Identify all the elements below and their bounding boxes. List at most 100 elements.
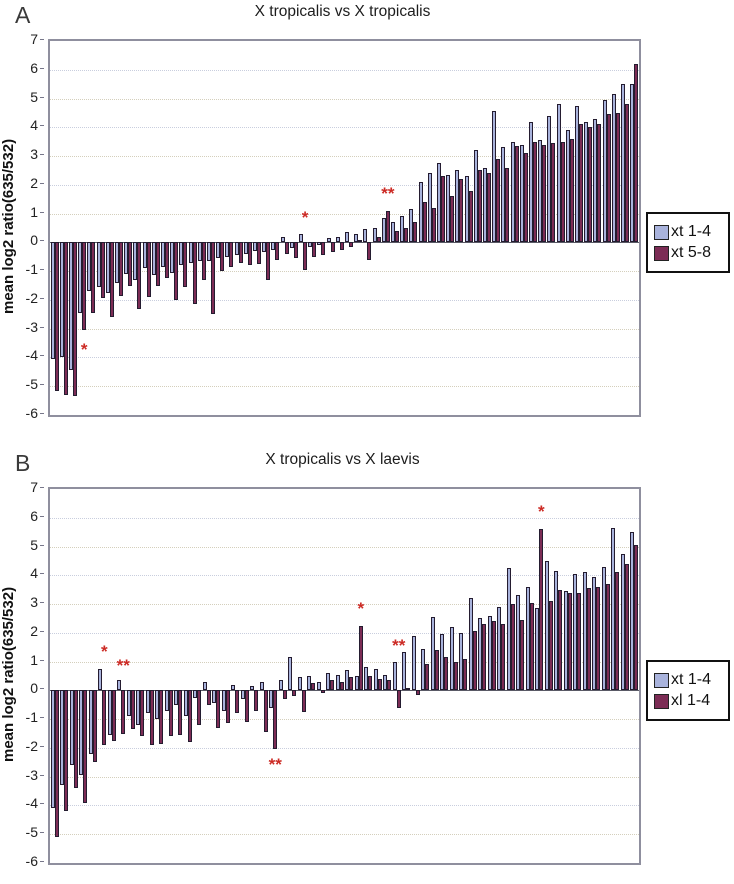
bar-xl-1-4	[178, 690, 182, 735]
bar-xt-1-4	[188, 242, 193, 263]
bar-pair	[565, 41, 574, 415]
bar-xt-5-8	[174, 242, 179, 300]
bar-xl-1-4	[491, 621, 496, 691]
bar-pair	[250, 489, 260, 863]
bar-pair	[262, 41, 271, 415]
bar-xt-1-4	[611, 94, 616, 243]
legend-swatch-icon	[654, 693, 669, 709]
bar-xt-1-4	[381, 217, 386, 243]
bar-pair	[68, 41, 77, 415]
bar-xl-1-4	[377, 678, 382, 691]
bar-xl-1-4	[567, 592, 572, 691]
bar-xt-1-4	[297, 677, 302, 691]
y-tick-mark	[40, 861, 44, 862]
bar-pair	[529, 41, 538, 415]
bar-xt-1-4	[170, 242, 175, 273]
bar-xl-1-4	[368, 676, 372, 691]
bar-xt-1-4	[124, 242, 129, 275]
bar-xt-1-4	[538, 140, 543, 243]
bar-pair	[240, 489, 250, 863]
gridline	[50, 98, 639, 100]
y-tick-label: -4	[25, 347, 38, 364]
bar-xt-5-8	[422, 202, 427, 243]
bar-xt-5-8	[385, 210, 390, 243]
bar-xt-1-4	[269, 690, 273, 708]
bar-xt-1-4	[50, 242, 55, 359]
bar-xt-5-8	[118, 242, 123, 296]
bar-pair	[151, 41, 160, 415]
y-tick-mark	[40, 487, 44, 488]
bar-xt-1-4	[259, 681, 264, 691]
bar-xt-1-4	[88, 690, 93, 754]
bar-xt-5-8	[551, 143, 556, 243]
bar-xt-1-4	[592, 576, 596, 691]
y-tick-mark	[40, 659, 44, 661]
y-tick-mark	[40, 774, 44, 776]
bar-xt-1-4	[427, 173, 432, 243]
bar-xt-1-4	[575, 105, 580, 243]
bar-pair	[289, 41, 298, 415]
y-tick-mark	[40, 515, 44, 517]
bar-xt-5-8	[229, 242, 234, 267]
bar-xt-1-4	[373, 668, 378, 691]
bar-xl-1-4	[539, 529, 543, 691]
bar-xl-1-4	[130, 690, 135, 730]
bar-xl-1-4	[149, 690, 154, 746]
panel-b: B X tropicalis vs X laevis mean log2 rat…	[0, 448, 734, 884]
y-tick-label: 1	[30, 203, 38, 220]
gridline	[50, 805, 639, 807]
bar-xt-1-4	[409, 209, 414, 243]
y-tick-label: -1	[25, 709, 38, 726]
y-tick-mark	[40, 384, 44, 386]
bar-pair	[231, 489, 241, 863]
y-tick-label: 3	[30, 146, 38, 163]
bar-pair	[535, 489, 545, 863]
bar-xt-5-8	[266, 242, 271, 280]
bar-pair	[418, 41, 427, 415]
bar-xt-1-4	[298, 233, 303, 243]
bar-pair	[402, 489, 412, 863]
bar-pair	[381, 41, 390, 415]
bar-xt-5-8	[164, 242, 169, 279]
chart-title: X tropicalis vs X laevis	[265, 451, 420, 468]
bar-pair	[468, 489, 478, 863]
y-tick-label: -6	[25, 405, 38, 421]
bar-xl-1-4	[596, 586, 600, 691]
bar-pair	[519, 41, 528, 415]
bar-pair	[437, 41, 446, 415]
bar-pair	[487, 489, 497, 863]
bar-pair	[516, 489, 526, 863]
y-tick-mark	[40, 39, 44, 40]
y-tick-label: 7	[30, 31, 38, 47]
y-tick-label: 0	[30, 680, 38, 697]
significance-asterisk: *	[357, 598, 365, 618]
bar-pair	[234, 41, 243, 415]
bar-xt-1-4	[136, 690, 140, 725]
bar-xt-5-8	[413, 222, 418, 243]
bar-pair	[497, 489, 507, 863]
bar-xt-5-8	[293, 242, 298, 259]
bar-xt-1-4	[278, 680, 283, 691]
bar-xt-1-4	[231, 684, 235, 691]
bar-xt-1-4	[430, 617, 435, 691]
bar-xt-5-8	[201, 242, 206, 280]
legend-swatch-icon	[654, 224, 669, 240]
y-tick-label: -5	[25, 376, 38, 393]
bar-xt-5-8	[54, 242, 59, 391]
bar-xl-1-4	[140, 690, 144, 737]
bar-xt-5-8	[615, 112, 620, 243]
gridline	[50, 386, 639, 388]
bar-pair	[50, 41, 59, 415]
bar-xt-1-4	[216, 242, 221, 259]
bar-pair	[354, 489, 364, 863]
y-tick-mark	[40, 832, 44, 834]
bar-pair	[373, 489, 383, 863]
bar-xt-1-4	[179, 242, 184, 266]
bar-xl-1-4	[121, 690, 125, 734]
bar-xt-1-4	[79, 690, 83, 776]
bar-xl-1-4	[444, 657, 448, 691]
y-tick-mark	[40, 326, 44, 328]
bar-xt-1-4	[383, 674, 387, 691]
bar-xl-1-4	[216, 690, 220, 728]
